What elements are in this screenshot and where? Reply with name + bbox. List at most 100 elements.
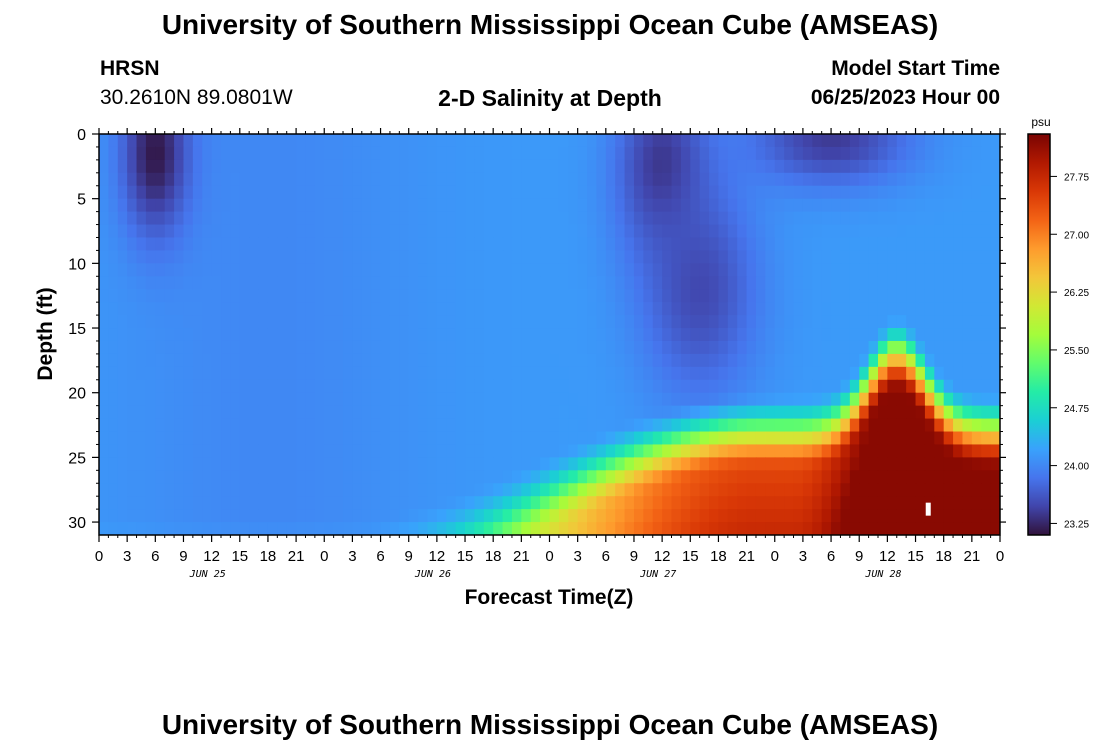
heatmap-cell (990, 444, 1000, 458)
heatmap-cell (521, 263, 532, 277)
heatmap-cell (784, 457, 795, 471)
heatmap-cell (868, 237, 879, 252)
x-tick-label: 15 (457, 548, 474, 565)
x-tick-label: 3 (573, 548, 581, 565)
heatmap-cell (943, 276, 954, 290)
heatmap-cell (117, 237, 128, 252)
heatmap-cell (493, 496, 504, 510)
heatmap-cell (155, 302, 166, 316)
heatmap-cell (136, 366, 147, 381)
heatmap-cell (239, 522, 250, 535)
heatmap-cell (680, 289, 691, 303)
heatmap-cell (530, 250, 541, 264)
heatmap-cell (699, 263, 710, 277)
heatmap-cell (343, 198, 354, 213)
heatmap-cell (699, 302, 710, 316)
heatmap-cell (286, 134, 297, 148)
heatmap-cell (155, 431, 166, 446)
heatmap-cell (239, 509, 250, 523)
heatmap-cell (493, 224, 504, 239)
heatmap-cell (784, 418, 795, 433)
heatmap-cell (408, 263, 419, 277)
heatmap-cell (737, 146, 748, 161)
heatmap-cell (314, 522, 325, 535)
heatmap-cell (286, 444, 297, 458)
heatmap-cell (821, 405, 832, 420)
heatmap-cell (662, 470, 673, 484)
heatmap-cell (587, 159, 598, 174)
heatmap-cell (239, 340, 250, 355)
heatmap-cell (502, 328, 513, 342)
heatmap-cell (643, 340, 654, 355)
heatmap-cell (849, 470, 860, 484)
heatmap-cell (680, 172, 691, 187)
heatmap-cell (361, 224, 372, 239)
heatmap-cell (305, 198, 316, 213)
heatmap-cell (784, 185, 795, 200)
heatmap-cell (793, 211, 804, 226)
heatmap-cell (624, 496, 635, 510)
heatmap-cell (802, 302, 813, 316)
heatmap-cell (943, 250, 954, 264)
heatmap-cell (474, 250, 485, 264)
heatmap-cell (671, 328, 682, 342)
heatmap-cell (558, 405, 569, 420)
heatmap-cell (183, 146, 194, 161)
heatmap-cell (568, 250, 579, 264)
heatmap-cell (258, 198, 269, 213)
heatmap-cell (718, 315, 729, 329)
heatmap-cell (727, 315, 738, 329)
heatmap-cell (380, 379, 391, 394)
heatmap-cell (455, 340, 466, 355)
heatmap-cell (737, 302, 748, 316)
heatmap-cell (352, 483, 363, 497)
heatmap-cell (859, 457, 870, 471)
heatmap-cell (296, 483, 307, 497)
heatmap-cell (971, 146, 982, 161)
heatmap-cell (596, 444, 607, 458)
heatmap-cell (558, 418, 569, 433)
heatmap-cell (493, 211, 504, 226)
heatmap-cell (408, 289, 419, 303)
heatmap-cell (633, 250, 644, 264)
heatmap-cell (652, 172, 663, 187)
heatmap-cell (352, 418, 363, 433)
heatmap-cell (971, 418, 982, 433)
heatmap-cell (587, 379, 598, 394)
heatmap-cell (521, 340, 532, 355)
heatmap-cell (981, 366, 992, 381)
heatmap-cell (652, 198, 663, 213)
heatmap-cell (389, 444, 400, 458)
heatmap-cell (615, 159, 626, 174)
heatmap-cell (540, 198, 551, 213)
heatmap-cell (953, 496, 964, 510)
heatmap-cell (633, 431, 644, 446)
heatmap-cell (389, 289, 400, 303)
heatmap-cell (568, 444, 579, 458)
heatmap-cell (877, 483, 888, 497)
heatmap-cell (971, 134, 982, 148)
heatmap-cell (192, 340, 203, 355)
heatmap-cell (249, 263, 260, 277)
heatmap-cell (859, 263, 870, 277)
heatmap-cell (230, 315, 241, 329)
heatmap-cell (849, 340, 860, 355)
heatmap-cell (990, 379, 1000, 394)
heatmap-cell (446, 237, 457, 252)
heatmap-cell (765, 418, 776, 433)
heatmap-cell (812, 185, 823, 200)
heatmap-cell (155, 418, 166, 433)
heatmap-cell (802, 211, 813, 226)
heatmap-cell (587, 405, 598, 420)
heatmap-cell (408, 302, 419, 316)
heatmap-cell (662, 418, 673, 433)
heatmap-cell (962, 340, 973, 355)
heatmap-cell (568, 315, 579, 329)
colorbar-tick-label: 27.75 (1064, 172, 1089, 183)
heatmap-cell (887, 328, 898, 342)
heatmap-cell (521, 302, 532, 316)
heatmap-cell (615, 405, 626, 420)
heatmap-cell (455, 134, 466, 148)
heatmap-cell (343, 328, 354, 342)
heatmap-cell (755, 496, 766, 510)
